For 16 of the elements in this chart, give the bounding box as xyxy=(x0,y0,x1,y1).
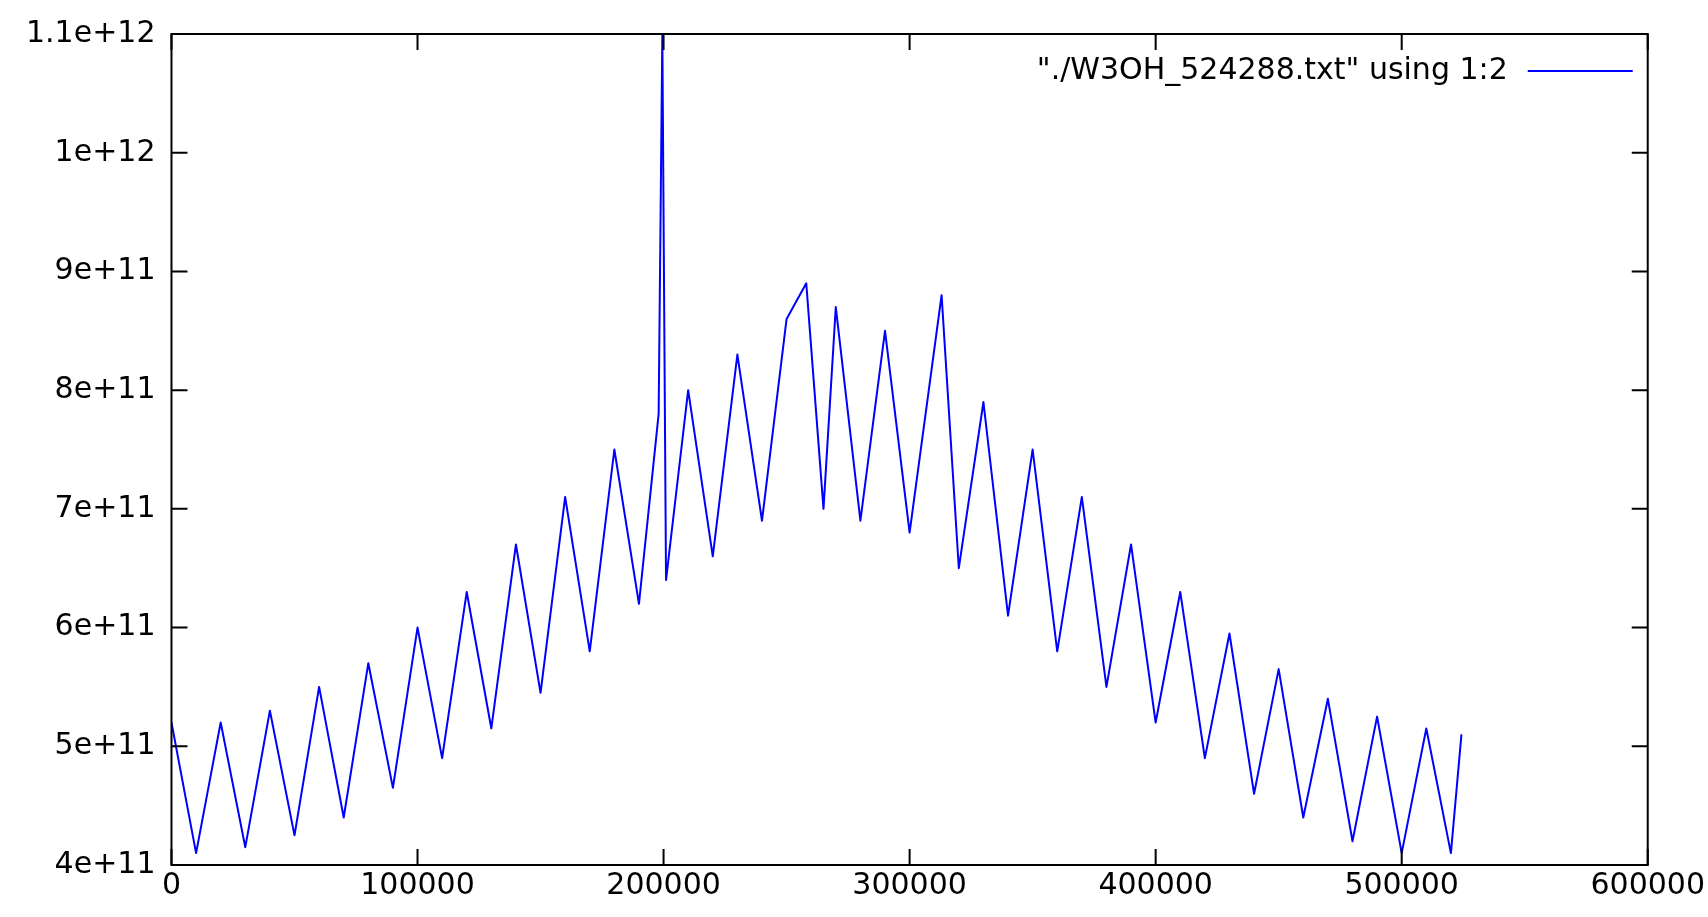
x-tick-label: 100000 xyxy=(360,865,475,901)
y-tick-label: 7e+11 xyxy=(54,488,156,524)
y-tick-label: 6e+11 xyxy=(54,607,156,643)
y-tick-label: 8e+11 xyxy=(54,369,156,405)
x-tick-label: 0 xyxy=(161,865,182,901)
x-tick-label: 300000 xyxy=(852,865,967,901)
y-tick-label: 4e+11 xyxy=(54,844,156,880)
y-tick-label: 9e+11 xyxy=(54,251,156,287)
x-tick-label: 400000 xyxy=(1098,865,1213,901)
y-tick-label: 1.1e+12 xyxy=(25,13,156,49)
x-tick-label: 200000 xyxy=(606,865,721,901)
legend-label: "./W3OH_524288.txt" using 1:2 xyxy=(1036,50,1508,86)
x-tick-label: 600000 xyxy=(1590,865,1705,901)
y-tick-label: 1e+12 xyxy=(54,132,156,168)
x-tick-label: 500000 xyxy=(1344,865,1459,901)
y-tick-label: 5e+11 xyxy=(54,726,156,762)
